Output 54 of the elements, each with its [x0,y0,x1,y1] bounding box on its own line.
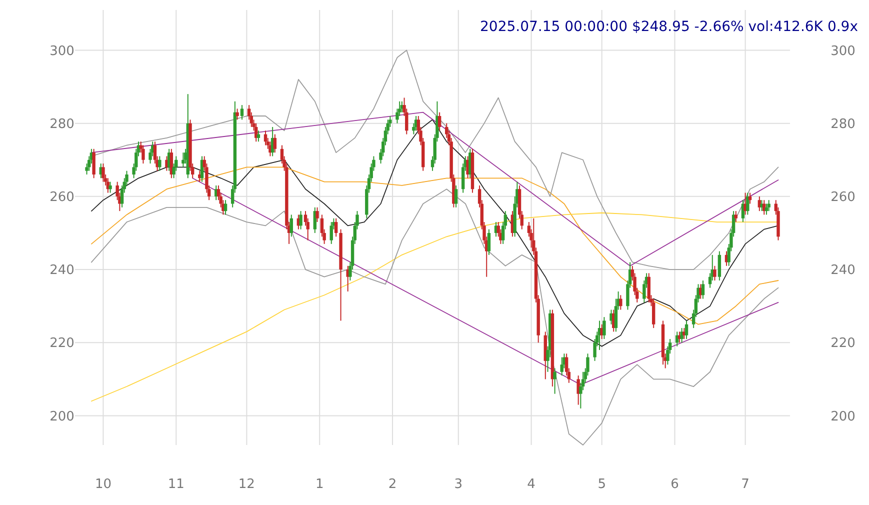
candlestick [236,108,239,120]
x-tick-label: 6 [670,477,679,492]
x-tick-label: 2 [388,477,397,492]
y2-tick-label: 300 [830,44,856,59]
x-tick-label: 1 [315,477,324,492]
candlestick [718,250,722,282]
candlestick [560,356,564,376]
y2-tick-label: 220 [830,336,856,352]
x-tick-label: 11 [168,477,184,492]
candlestick [713,265,716,282]
candlestick [680,328,684,344]
candlestick [240,104,244,120]
candlestick [619,294,622,310]
candlestick [142,144,145,164]
y-tick-label: 280 [50,116,74,132]
candlestick [273,134,277,154]
y-tick-label: 220 [50,336,74,352]
candlestick [92,148,96,179]
y-tick-label: 200 [50,409,74,424]
candlestick [487,228,491,256]
candlestick [334,218,338,238]
candlestick [299,210,302,230]
x-tick-label: 7 [741,477,750,492]
candlestick [602,316,606,340]
candlestick [108,181,112,194]
candlestick [158,156,162,172]
x-tick-label: 4 [527,477,536,492]
candlestick [652,298,656,329]
x-tick-label: 12 [238,477,255,492]
candlestick [330,222,333,244]
candlestick [553,368,556,394]
y2-tick-label: 260 [830,190,856,205]
text: 2025.07.15 00:00:00 $248.95 -2.66% vol:412.6K 0.9x [480,19,858,35]
x-tick-label: 3 [454,477,463,492]
candlestick [767,200,770,212]
candlestick [290,214,293,238]
candlestick [438,112,442,132]
y-tick-label: 300 [50,44,74,59]
x-tick-label: 10 [94,477,112,492]
y2-tick-label: 200 [830,409,856,424]
line-series [91,188,779,446]
candlestick [102,163,105,182]
candlestick [746,192,750,216]
line-series [91,119,779,347]
candlestick [316,206,319,223]
x-tick-label: 5 [598,477,606,492]
candlestick [454,184,458,208]
y-tick-label: 240 [50,263,74,278]
y2-tick-label: 280 [830,116,856,132]
y2-tick-label: 240 [830,263,856,278]
candlestick [576,375,580,406]
candlestick [734,210,738,223]
y-tick-label: 260 [50,190,74,205]
line-series [91,112,779,266]
